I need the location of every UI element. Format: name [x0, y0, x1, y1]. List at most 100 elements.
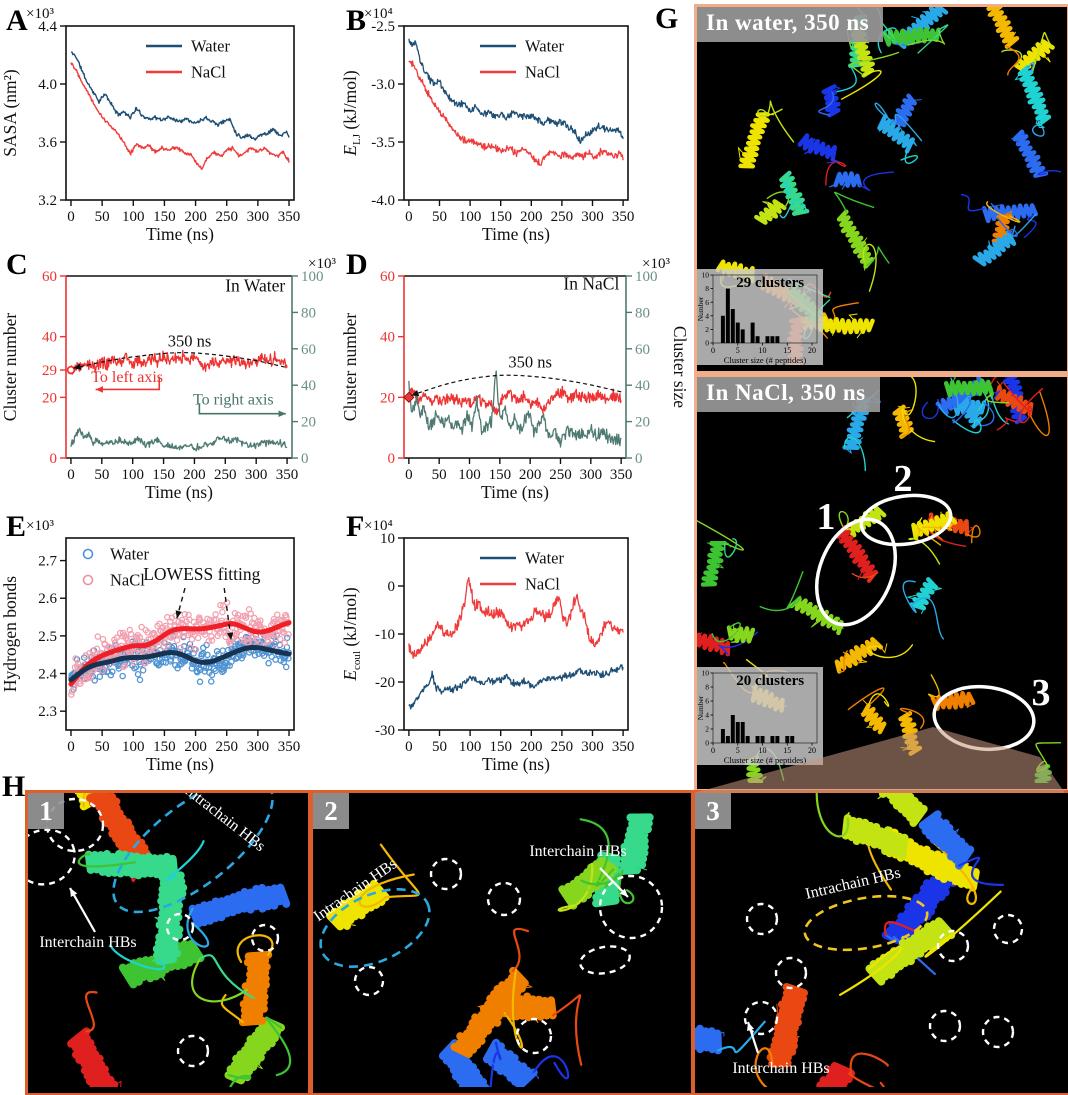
svg-text:Number: Number: [697, 296, 705, 321]
panel-letter-d: D: [346, 248, 368, 281]
svg-text:300: 300: [581, 209, 604, 225]
hb-annotations-3: Intrachain HBs Interchain HBs: [732, 864, 1024, 1077]
svg-text:To left axis: To left axis: [91, 369, 163, 386]
svg-text:20: 20: [42, 390, 57, 406]
svg-text:0: 0: [388, 579, 396, 595]
svg-text:250: 250: [215, 739, 238, 755]
svg-text:100: 100: [301, 269, 324, 285]
svg-text:60: 60: [42, 269, 57, 285]
svg-text:4.4: 4.4: [38, 19, 57, 35]
svg-text:0: 0: [705, 339, 709, 348]
closeup-structure-2: [313, 793, 685, 1087]
svg-text:20 clusters: 20 clusters: [736, 673, 804, 689]
svg-text:150: 150: [153, 739, 176, 755]
svg-text:-3.5: -3.5: [371, 135, 395, 151]
svg-text:Water: Water: [525, 549, 564, 568]
svg-text:200: 200: [183, 467, 206, 483]
svg-text:0: 0: [405, 739, 413, 755]
svg-text:350: 350: [278, 739, 301, 755]
svg-text:150: 150: [153, 209, 176, 225]
svg-text:Hydrogen bonds: Hydrogen bonds: [0, 576, 20, 692]
svg-text:2.7: 2.7: [38, 554, 57, 570]
svg-text:350: 350: [612, 209, 635, 225]
svg-text:80: 80: [635, 305, 650, 321]
closeup-badge-3: 3: [695, 793, 731, 829]
svg-text:0: 0: [405, 209, 413, 225]
svg-text:NaCl: NaCl: [525, 63, 560, 82]
chart-clusters-water: 0 50 100 150 200 250 300 350 Time (ns) 0 20 29 40 60 0…: [0, 246, 340, 508]
svg-text:50: 50: [95, 209, 110, 225]
svg-text:250: 250: [549, 467, 572, 483]
svg-text:350: 350: [610, 467, 633, 483]
chart-clusters-nacl: 0 50 100 150 200 250 300 350 Time (ns) 0 20 40 60 0 20…: [340, 246, 690, 508]
svg-text:Water: Water: [191, 37, 230, 56]
closeup-panel-3: 3 Intrachain HBs Interchain HBs: [692, 790, 1068, 1095]
svg-text:4: 4: [705, 711, 709, 720]
closeup-panel-1: 1 Intrachain HBs Interchain HBs: [25, 790, 311, 1095]
svg-text:×10³: ×10³: [26, 6, 54, 22]
svg-text:Time (ns): Time (ns): [481, 482, 549, 502]
svg-text:15: 15: [783, 346, 791, 355]
svg-text:50: 50: [94, 467, 109, 483]
svg-text:2: 2: [705, 325, 709, 334]
svg-text:In Water: In Water: [225, 275, 285, 295]
svg-text:50: 50: [432, 467, 447, 483]
svg-text:0: 0: [711, 346, 715, 355]
svg-text:NaCl: NaCl: [191, 63, 226, 82]
svg-text:350: 350: [276, 467, 299, 483]
svg-text:350: 350: [612, 739, 635, 755]
svg-text:150: 150: [489, 209, 512, 225]
svg-text:2.6: 2.6: [38, 591, 57, 607]
svg-text:50: 50: [432, 209, 447, 225]
panel-letter-f: F: [346, 510, 365, 543]
svg-text:200: 200: [520, 209, 543, 225]
svg-text:10: 10: [702, 271, 710, 280]
svg-text:350: 350: [278, 209, 301, 225]
svg-text:0: 0: [388, 451, 396, 467]
svg-text:0: 0: [301, 451, 309, 467]
svg-text:250: 250: [214, 467, 237, 483]
svg-text:10: 10: [702, 669, 710, 678]
svg-text:300: 300: [581, 739, 604, 755]
svg-text:100: 100: [459, 739, 482, 755]
cluster-histogram-water: 0 5 10 15 20 0 2 4 6 8 10 29 clusters Cluster size (…: [697, 269, 823, 365]
svg-text:2.3: 2.3: [38, 704, 57, 720]
svg-text:350 ns: 350 ns: [508, 353, 552, 372]
svg-text:100: 100: [121, 467, 144, 483]
svg-text:1: 1: [817, 496, 836, 538]
svg-text:LOWESS fitting: LOWESS fitting: [143, 564, 260, 584]
svg-text:6: 6: [705, 298, 709, 307]
svg-text:2: 2: [894, 458, 913, 500]
panel-letter-b: B: [346, 4, 367, 37]
svg-text:×10³: ×10³: [308, 256, 336, 272]
svg-text:8: 8: [705, 284, 709, 293]
svg-text:×10⁴: ×10⁴: [364, 6, 393, 22]
svg-text:250: 250: [551, 739, 574, 755]
svg-text:0: 0: [405, 467, 413, 483]
svg-text:100: 100: [459, 209, 482, 225]
svg-text:Time (ns): Time (ns): [145, 482, 213, 502]
svg-text:5: 5: [736, 346, 740, 355]
svg-text:Water: Water: [525, 37, 564, 56]
svg-text:Cluster size: Cluster size: [670, 326, 690, 408]
svg-text:60: 60: [635, 342, 650, 358]
svg-text:2.4: 2.4: [38, 667, 57, 683]
svg-text:29: 29: [42, 363, 57, 379]
svg-text:-4.0: -4.0: [371, 193, 395, 209]
svg-text:29 clusters: 29 clusters: [736, 275, 804, 291]
svg-text:150: 150: [489, 739, 512, 755]
closeup-structure-1: [28, 793, 302, 1087]
svg-text:×10³: ×10³: [26, 518, 54, 534]
svg-text:-3.0: -3.0: [371, 77, 395, 93]
panel-letter-e: E: [6, 510, 27, 543]
svg-text:8: 8: [705, 683, 709, 692]
svg-text:Interchain HBs: Interchain HBs: [732, 1060, 829, 1077]
panel-letter-g: G: [655, 2, 679, 35]
svg-text:80: 80: [301, 305, 316, 321]
svg-text:300: 300: [580, 467, 603, 483]
svg-text:100: 100: [122, 209, 145, 225]
svg-text:4.0: 4.0: [38, 77, 57, 93]
panel-letter-h: H: [2, 770, 26, 803]
svg-text:40: 40: [380, 330, 395, 346]
